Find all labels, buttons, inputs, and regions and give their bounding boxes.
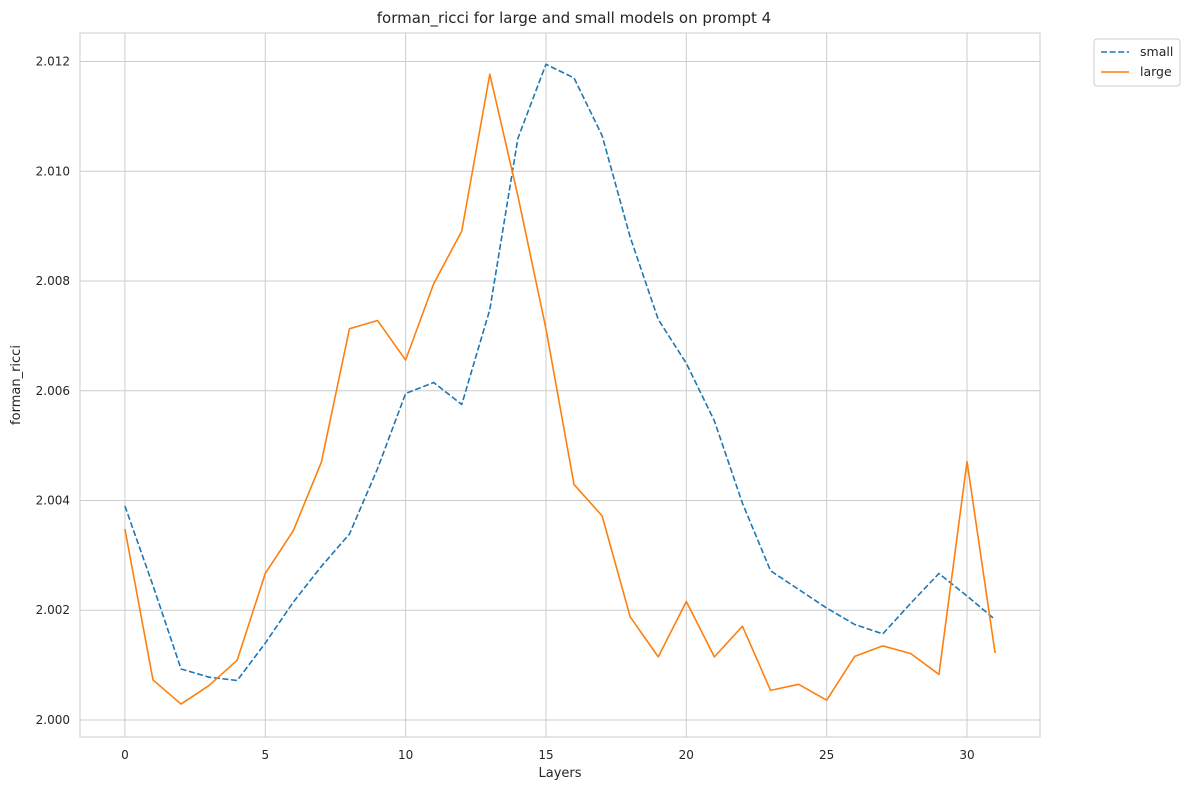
gridlines	[80, 33, 1040, 737]
x-tick-label: 15	[538, 748, 553, 762]
plot-area	[79, 32, 1041, 738]
legend-label-large: large	[1140, 64, 1172, 79]
y-tick-label: 2.004	[36, 494, 70, 508]
legend-box	[1093, 38, 1181, 87]
chart-title: forman_ricci for large and small models …	[377, 9, 771, 28]
y-tick-label: 2.008	[36, 274, 70, 288]
y-axis-label: forman_ricci	[9, 345, 24, 425]
series-group	[124, 63, 996, 705]
x-tick-label: 20	[679, 748, 694, 762]
x-tick-label: 10	[398, 748, 413, 762]
legend: small large	[1093, 38, 1181, 87]
y-axis-ticks: 2.000 2.002 2.004 2.006 2.008 2.010 2.012	[36, 55, 70, 727]
legend-label-small: small	[1140, 44, 1173, 59]
series-line-small	[124, 63, 996, 682]
y-tick-label: 2.012	[36, 55, 70, 69]
y-tick-label: 2.006	[36, 384, 70, 398]
x-tick-label: 25	[819, 748, 834, 762]
x-tick-label: 5	[261, 748, 269, 762]
x-tick-label: 0	[121, 748, 129, 762]
x-axis-label: Layers	[538, 766, 581, 781]
x-axis-ticks: 0 5 10 15 20 25 30	[121, 748, 975, 762]
y-tick-label: 2.002	[36, 603, 70, 617]
x-tick-label: 30	[959, 748, 974, 762]
plot-frame	[79, 32, 1041, 738]
y-tick-label: 2.010	[36, 164, 70, 178]
series-line-large	[124, 73, 996, 705]
y-tick-label: 2.000	[36, 713, 70, 727]
